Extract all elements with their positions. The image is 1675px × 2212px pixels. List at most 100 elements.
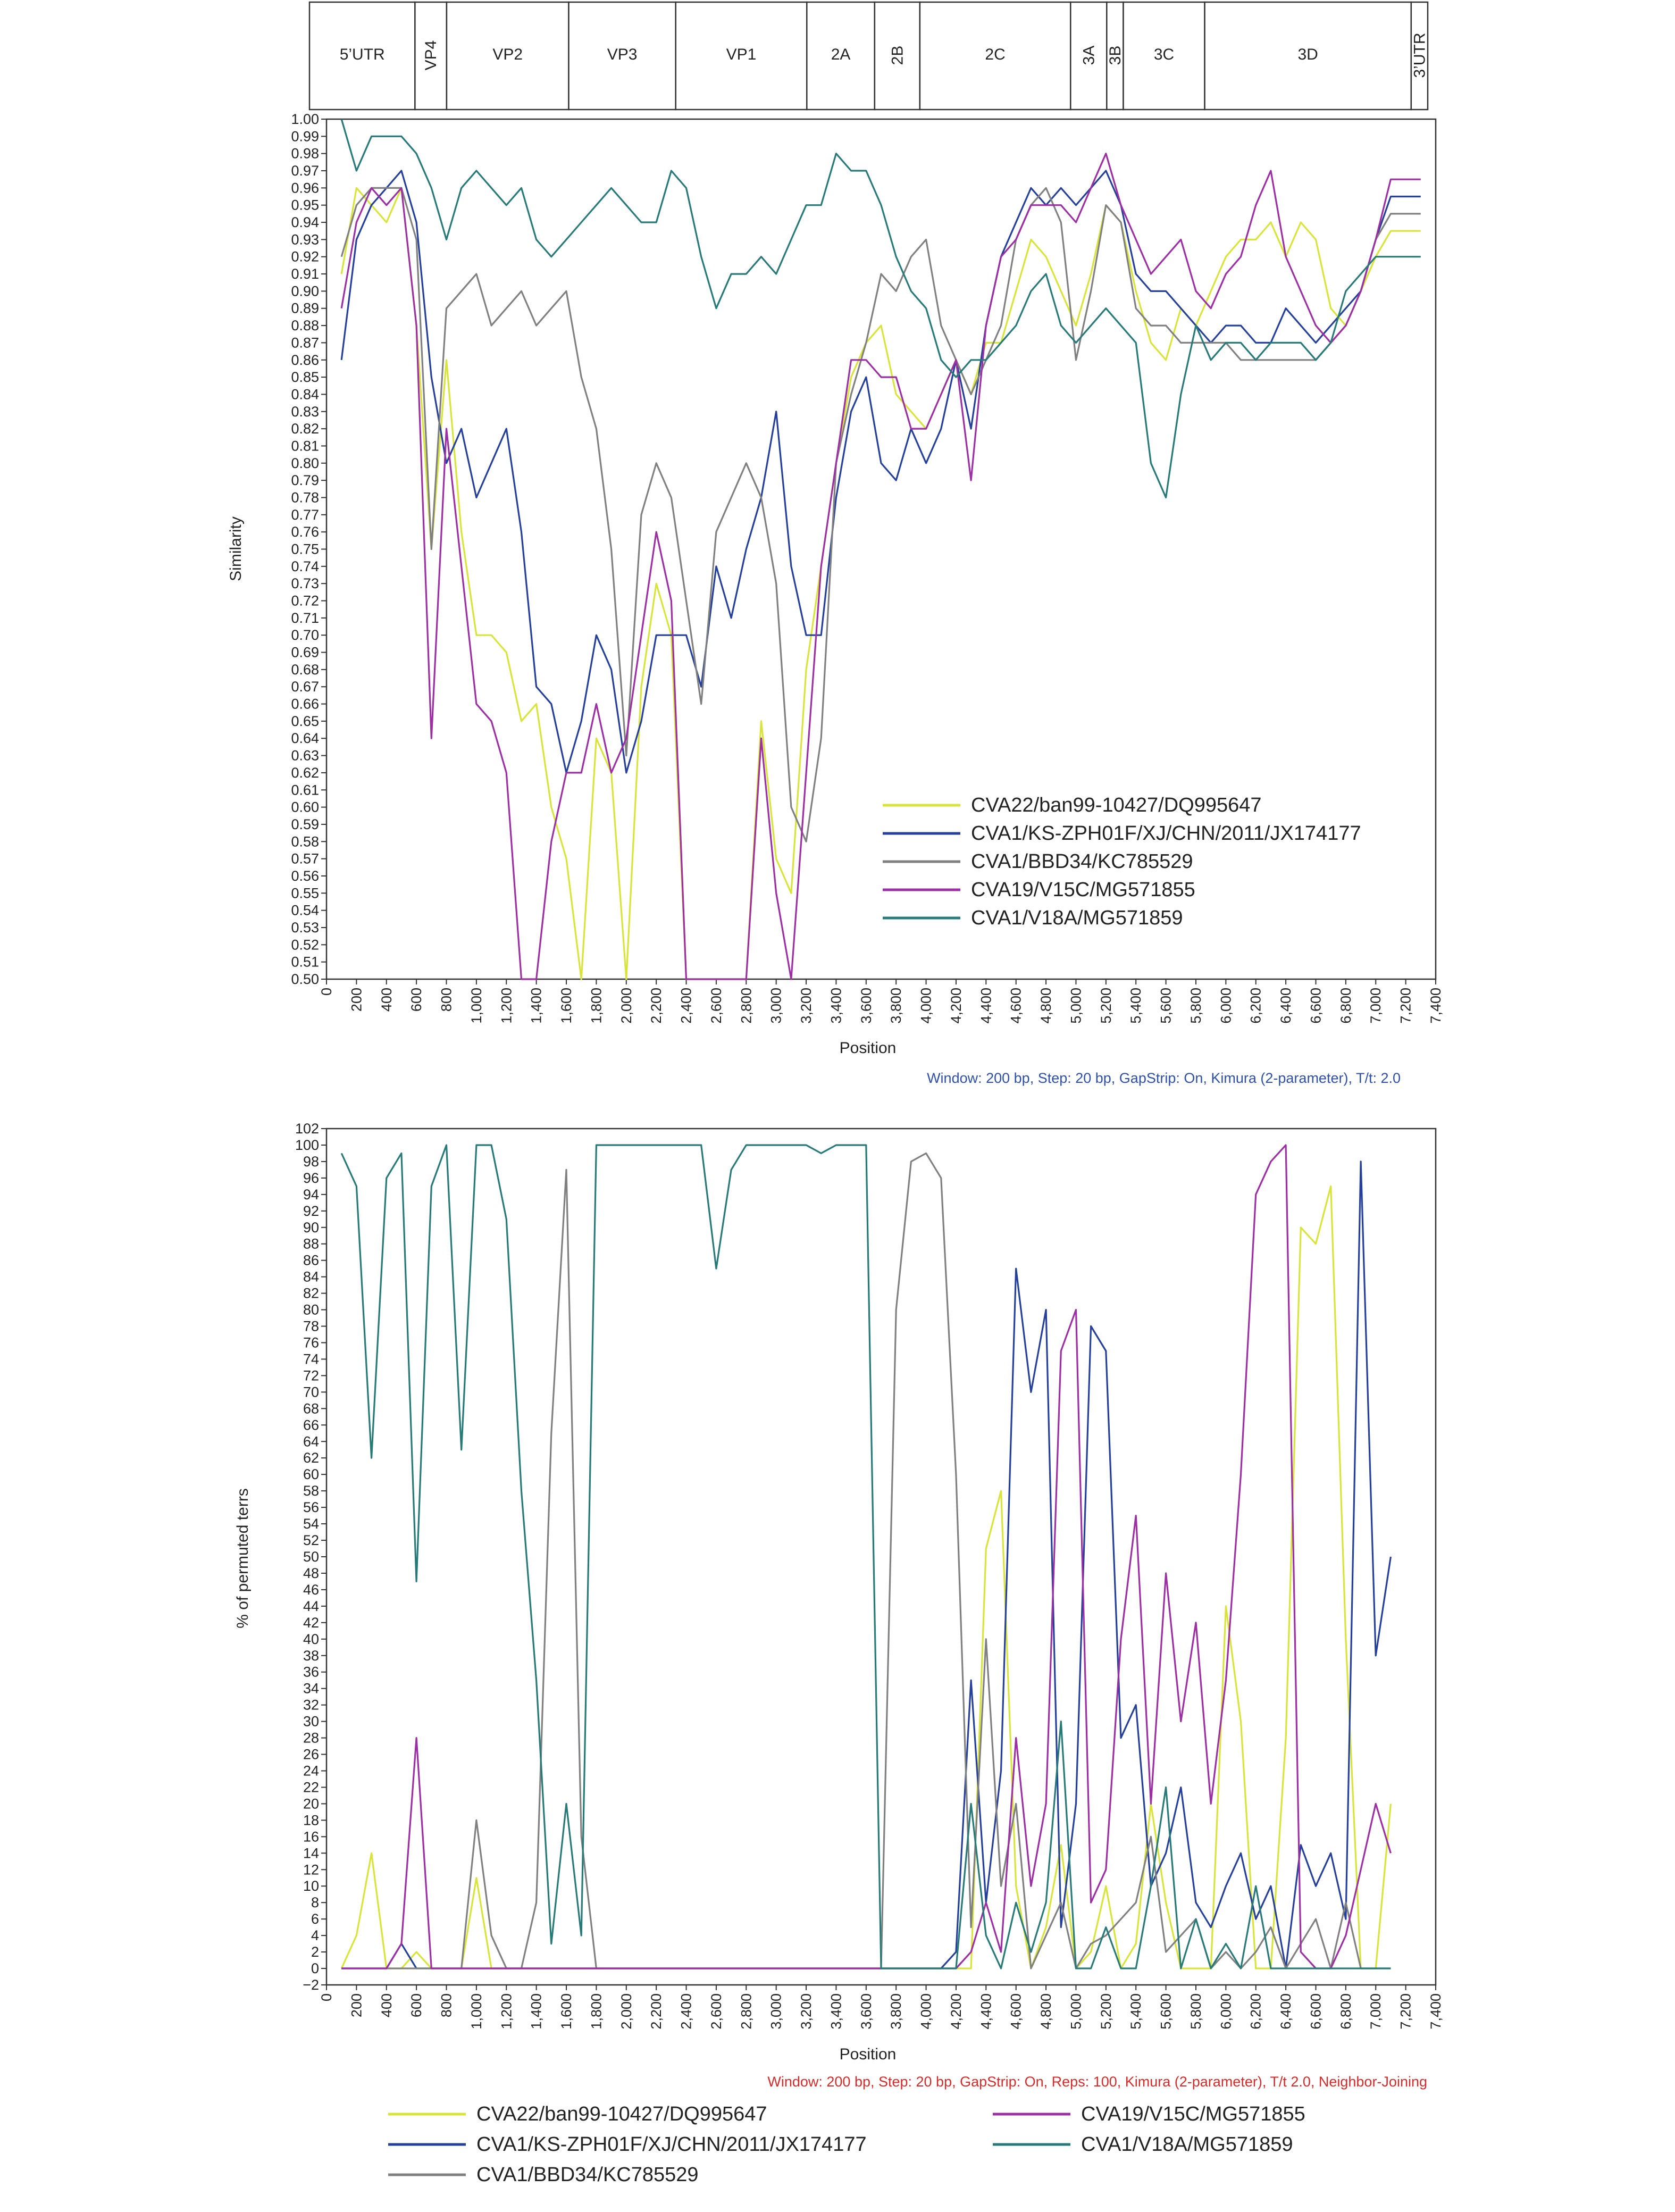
y-tick-label: 30 (303, 1714, 319, 1730)
y-tick-label: 0.98 (291, 146, 319, 162)
genome-segment-label: 3C (1154, 46, 1174, 63)
y-tick-label: 40 (303, 1631, 319, 1647)
x-tick-label: 6,000 (1218, 988, 1234, 1024)
y-tick-label: 0.84 (291, 386, 319, 402)
y-tick-label: 18 (303, 1812, 319, 1828)
x-tick-label: 3,400 (828, 988, 844, 1024)
x-tick-label: 5,000 (1068, 1993, 1084, 2030)
y-tick-label: 0.94 (291, 214, 319, 230)
x-tick-label: 6,600 (1308, 1993, 1324, 2030)
x-tick-label: 4,400 (978, 988, 994, 1024)
y-tick-label: 66 (303, 1417, 319, 1433)
y-tick-label: 1.00 (291, 111, 319, 127)
y-tick-label: 34 (303, 1681, 319, 1697)
x-tick-label: 3,600 (858, 988, 874, 1024)
x-tick-label: 4,800 (1038, 1993, 1054, 2030)
y-tick-label: 94 (303, 1187, 319, 1203)
y-tick-label: 0.70 (291, 627, 319, 643)
y-tick-label: 0.75 (291, 541, 319, 557)
genome-segment (1070, 1, 1108, 111)
genome-segment (1106, 1, 1124, 111)
x-tick-label: 2,200 (648, 988, 664, 1024)
genome-segment-label: VP1 (726, 46, 757, 63)
y-tick-label: 0.68 (291, 662, 319, 678)
x-tick-label: 6,400 (1278, 988, 1294, 1024)
genome-segment-label: 5’UTR (340, 46, 385, 63)
y-tick-label: 0.99 (291, 128, 319, 144)
bootscan-plot: −202468101214161820222426283032343638404… (234, 1121, 1444, 2186)
y-tick-label: 98 (303, 1154, 319, 1170)
x-tick-label: 4,400 (978, 1993, 994, 2030)
genome-segment-label: 2A (831, 46, 851, 63)
genome-segment-label: 2B (889, 46, 906, 65)
y-tick-label: 0.64 (291, 730, 319, 746)
y-tick-label: 0.88 (291, 318, 319, 333)
x-tick-label: 1,400 (529, 988, 545, 1024)
y-tick-label: 0.72 (291, 593, 319, 609)
x-tick-label: 1,800 (588, 1993, 604, 2030)
x-tick-label: 3,000 (768, 988, 784, 1024)
y-tick-label: 0.54 (291, 903, 319, 919)
series-line-5 (340, 1144, 1391, 1969)
y-tick-label: 82 (303, 1286, 319, 1301)
bootscan-series (340, 1144, 1392, 1969)
x-tick-label: 5,000 (1068, 988, 1084, 1024)
x-tick-label: 5,800 (1188, 1993, 1204, 2030)
genome-segment-label: 3D (1297, 46, 1318, 63)
x-tick-label: 6,800 (1338, 988, 1354, 1024)
x-tick-label: 800 (439, 988, 455, 1012)
x-tick-label: 6,200 (1248, 988, 1264, 1024)
legend-label: CVA1/BBD34/KC785529 (476, 2164, 699, 2186)
x-tick-label: 400 (379, 988, 395, 1012)
y-tick-label: 80 (303, 1302, 319, 1318)
genome-segment (446, 1, 570, 111)
x-tick-label: 600 (408, 988, 424, 1012)
similarity-y-ticks: 0.500.510.520.530.54 0.550.560.57 0.580.59… (291, 111, 326, 987)
y-tick-label: 0.73 (291, 575, 319, 591)
y-tick-label: 10 (303, 1878, 319, 1894)
x-tick-label: 3,000 (768, 1993, 784, 2030)
series-line-5 (340, 119, 1421, 499)
y-tick-label: 0.74 (291, 558, 319, 574)
x-tick-label: 4,200 (948, 988, 964, 1024)
x-tick-label: 6,800 (1338, 1993, 1354, 2030)
y-tick-label: 88 (303, 1236, 319, 1252)
y-tick-label: 72 (303, 1367, 319, 1383)
y-tick-label: 16 (303, 1829, 319, 1844)
x-tick-label: 5,600 (1158, 1993, 1174, 2030)
x-tick-label: 7,400 (1428, 988, 1444, 1024)
x-tick-label: 600 (408, 1993, 424, 2017)
x-tick-label: 1,800 (588, 988, 604, 1024)
x-tick-label: 2,600 (708, 988, 724, 1024)
y-tick-label: 0.56 (291, 868, 319, 884)
y-tick-label: 0.60 (291, 799, 319, 815)
y-tick-label: 0 (311, 1960, 319, 1976)
y-tick-label: 92 (303, 1203, 319, 1219)
y-tick-label: 0.67 (291, 679, 319, 695)
x-tick-label: 4,600 (1008, 988, 1024, 1024)
genome-map: 5’UTR VP4 VP2 VP3 VP1 2A 2B 2C 3A 3B 3C 3D 3’UTR (308, 1, 1429, 111)
x-tick-label: 0 (319, 1993, 334, 2001)
y-tick-label: 0.87 (291, 335, 319, 350)
y-tick-label: 14 (303, 1845, 319, 1861)
x-tick-label: 5,800 (1188, 988, 1204, 1024)
genome-segment (1410, 1, 1429, 111)
x-tick-label: 7,400 (1428, 1993, 1444, 2030)
y-tick-label: 0.62 (291, 765, 319, 781)
y-tick-label: 12 (303, 1862, 319, 1877)
x-tick-label: 5,400 (1128, 988, 1144, 1024)
y-tick-label: 42 (303, 1615, 319, 1631)
y-tick-label: 0.52 (291, 937, 319, 953)
legend-label: CVA22/ban99-10427/DQ995647 (476, 2103, 767, 2125)
legend-label: CVA1/BBD34/KC785529 (971, 850, 1193, 873)
y-tick-label: 50 (303, 1549, 319, 1565)
y-tick-label: 4 (311, 1927, 319, 1943)
similarity-y-axis-title: Similarity (227, 516, 245, 581)
x-tick-label: 6,600 (1308, 988, 1324, 1024)
legend-label: CVA19/V15C/MG571855 (1081, 2103, 1305, 2125)
y-tick-label: 0.79 (291, 472, 319, 488)
y-tick-label: 60 (303, 1466, 319, 1482)
x-tick-label: 400 (379, 1993, 395, 2017)
y-tick-label: 52 (303, 1532, 319, 1548)
y-tick-label: 26 (303, 1747, 319, 1763)
